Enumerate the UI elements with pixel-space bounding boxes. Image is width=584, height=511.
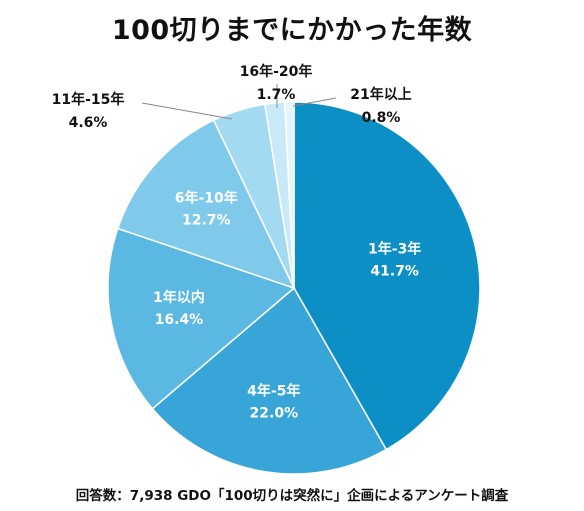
slice-label-21yplus: 21年以上 [350,86,411,103]
chart-title: 100切りまでにかかった年数 [111,15,473,46]
slice-label-1y-3y: 1年-3年 [368,240,421,257]
slice-label-1ywithin: 1年以内 [153,289,205,306]
slice-label-16y-20y: 16年-20年 [240,63,313,80]
chart-footnote: 回答数：7,938 GDO「100切りは突然に」企画によるアンケート調査 [75,488,509,504]
pie-slice-1ywithin [107,227,296,410]
pie-slice-4y-5y [151,286,388,475]
slice-value-16y-20y: 1.7% [257,87,296,103]
slice-value-1y-3y: 41.7% [370,263,419,279]
leader-line-11y-15y [141,102,233,120]
leader-lines [141,84,337,120]
slice-label-11y-15y: 11年-15年 [52,91,125,108]
slice-label-4y-5y: 4年-5年 [247,382,300,399]
slice-labels: 1年-3年 41.7% 4年-5年 22.0% 1年以内 16.4% 6年-10年 12.7%… [52,63,422,421]
leader-line-21yplus [292,97,337,107]
slice-value-4y-5y: 22.0% [250,405,299,421]
pie-slice-21yplus [283,101,295,289]
pie-slices [107,101,481,475]
slice-value-1ywithin: 16.4% [155,312,204,328]
slice-value-21yplus: 0.8% [362,110,401,126]
pie-slice-6y-10y [116,119,296,290]
slice-label-6y-10y: 6年-10年 [175,189,238,206]
slice-value-6y-10y: 12.7% [182,212,231,228]
slice-value-11y-15y: 4.6% [69,115,108,131]
pie-slice-1y-3y [293,101,481,451]
